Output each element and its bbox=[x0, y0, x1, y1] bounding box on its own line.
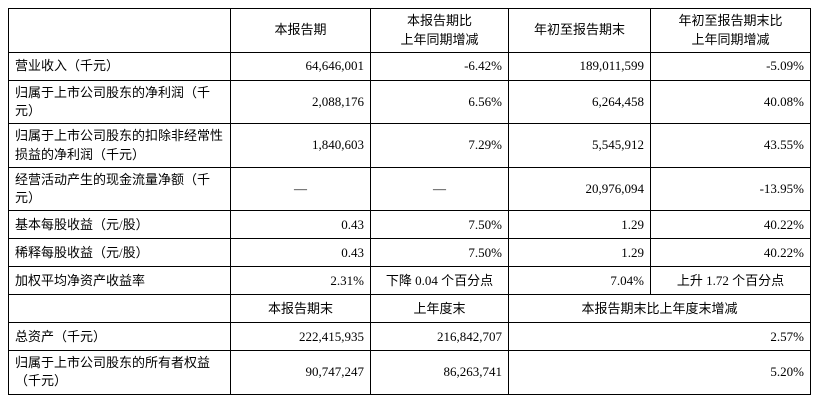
table-row-weighted-avg-roe: 加权平均净资产收益率 2.31% 下降 0.04 个百分点 7.04% 上升 1… bbox=[8, 266, 811, 296]
row-label: 归属于上市公司股东的净利润（千元） bbox=[8, 79, 231, 125]
col-header-ytd-yoy: 年初至报告期末比 上年同期增减 bbox=[650, 8, 811, 53]
row-label: 稀释每股收益（元/股） bbox=[8, 238, 231, 268]
cell-value: 2.57% bbox=[508, 322, 811, 352]
table-row-diluted-eps: 稀释每股收益（元/股） 0.43 7.50% 1.29 40.22% bbox=[8, 238, 811, 268]
row-label: 经营活动产生的现金流量净额（千元） bbox=[8, 166, 231, 212]
cell-value: 上升 1.72 个百分点 bbox=[650, 266, 811, 296]
cell-value: 40.22% bbox=[650, 210, 811, 240]
cell-value: 43.55% bbox=[650, 123, 811, 168]
table-row-net-profit-excl-nonrecurring: 归属于上市公司股东的扣除非经常性损益的净利润（千元） 1,840,603 7.2… bbox=[8, 123, 811, 168]
cell-value: 1.29 bbox=[508, 210, 651, 240]
financial-summary-table: 本报告期 本报告期比 上年同期增减 年初至报告期末 年初至报告期末比 上年同期增… bbox=[8, 8, 811, 395]
cell-value: -6.42% bbox=[370, 52, 509, 81]
cell-value: 1.29 bbox=[508, 238, 651, 268]
cell-value: 20,976,094 bbox=[508, 166, 651, 212]
row-label: 归属于上市公司股东的扣除非经常性损益的净利润（千元） bbox=[8, 123, 231, 168]
header-row-period-end: 本报告期末 上年度末 本报告期末比上年度末增减 bbox=[8, 294, 811, 324]
cell-value: 2,088,176 bbox=[230, 79, 371, 125]
cell-value: 0.43 bbox=[230, 238, 371, 268]
table-row-net-profit: 归属于上市公司股东的净利润（千元） 2,088,176 6.56% 6,264,… bbox=[8, 79, 811, 125]
cell-value: 40.08% bbox=[650, 79, 811, 125]
row-label: 基本每股收益（元/股） bbox=[8, 210, 231, 240]
cell-value: 7.50% bbox=[370, 210, 509, 240]
table-row-operating-cash-flow: 经营活动产生的现金流量净额（千元） — — 20,976,094 -13.95% bbox=[8, 166, 811, 212]
col-header-period-end: 本报告期末 bbox=[230, 294, 371, 324]
header-row-period: 本报告期 本报告期比 上年同期增减 年初至报告期末 年初至报告期末比 上年同期增… bbox=[8, 8, 811, 53]
cell-value: 5,545,912 bbox=[508, 123, 651, 168]
cell-value: 6,264,458 bbox=[508, 79, 651, 125]
cell-value: 下降 0.04 个百分点 bbox=[370, 266, 509, 296]
table-row-basic-eps: 基本每股收益（元/股） 0.43 7.50% 1.29 40.22% bbox=[8, 210, 811, 240]
corner-cell bbox=[8, 8, 231, 53]
row-label: 总资产（千元） bbox=[8, 322, 231, 352]
cell-value: 90,747,247 bbox=[230, 350, 371, 395]
row-label: 加权平均净资产收益率 bbox=[8, 266, 231, 296]
col-header-prior-year-end: 上年度末 bbox=[370, 294, 509, 324]
cell-value: 5.20% bbox=[508, 350, 811, 395]
col-header-current-period: 本报告期 bbox=[230, 8, 371, 53]
cell-value: -5.09% bbox=[650, 52, 811, 81]
cell-value: 7.29% bbox=[370, 123, 509, 168]
row-label: 营业收入（千元） bbox=[8, 52, 231, 81]
cell-value: 6.56% bbox=[370, 79, 509, 125]
cell-value: — bbox=[230, 166, 371, 212]
table-row-revenue: 营业收入（千元） 64,646,001 -6.42% 189,011,599 -… bbox=[8, 52, 811, 81]
cell-value: 2.31% bbox=[230, 266, 371, 296]
col-header-ytd: 年初至报告期末 bbox=[508, 8, 651, 53]
cell-value: -13.95% bbox=[650, 166, 811, 212]
table-row-shareholders-equity: 归属于上市公司股东的所有者权益（千元） 90,747,247 86,263,74… bbox=[8, 350, 811, 395]
cell-value: 189,011,599 bbox=[508, 52, 651, 81]
cell-value: 7.04% bbox=[508, 266, 651, 296]
cell-value: 64,646,001 bbox=[230, 52, 371, 81]
col-header-current-period-yoy: 本报告期比 上年同期增减 bbox=[370, 8, 509, 53]
table-row-total-assets: 总资产（千元） 222,415,935 216,842,707 2.57% bbox=[8, 322, 811, 352]
cell-value: — bbox=[370, 166, 509, 212]
cell-value: 86,263,741 bbox=[370, 350, 509, 395]
cell-value: 1,840,603 bbox=[230, 123, 371, 168]
cell-value: 222,415,935 bbox=[230, 322, 371, 352]
col-header-period-end-change: 本报告期末比上年度末增减 bbox=[508, 294, 811, 324]
corner-cell-2 bbox=[8, 294, 231, 324]
cell-value: 216,842,707 bbox=[370, 322, 509, 352]
cell-value: 7.50% bbox=[370, 238, 509, 268]
cell-value: 0.43 bbox=[230, 210, 371, 240]
row-label: 归属于上市公司股东的所有者权益（千元） bbox=[8, 350, 231, 395]
cell-value: 40.22% bbox=[650, 238, 811, 268]
